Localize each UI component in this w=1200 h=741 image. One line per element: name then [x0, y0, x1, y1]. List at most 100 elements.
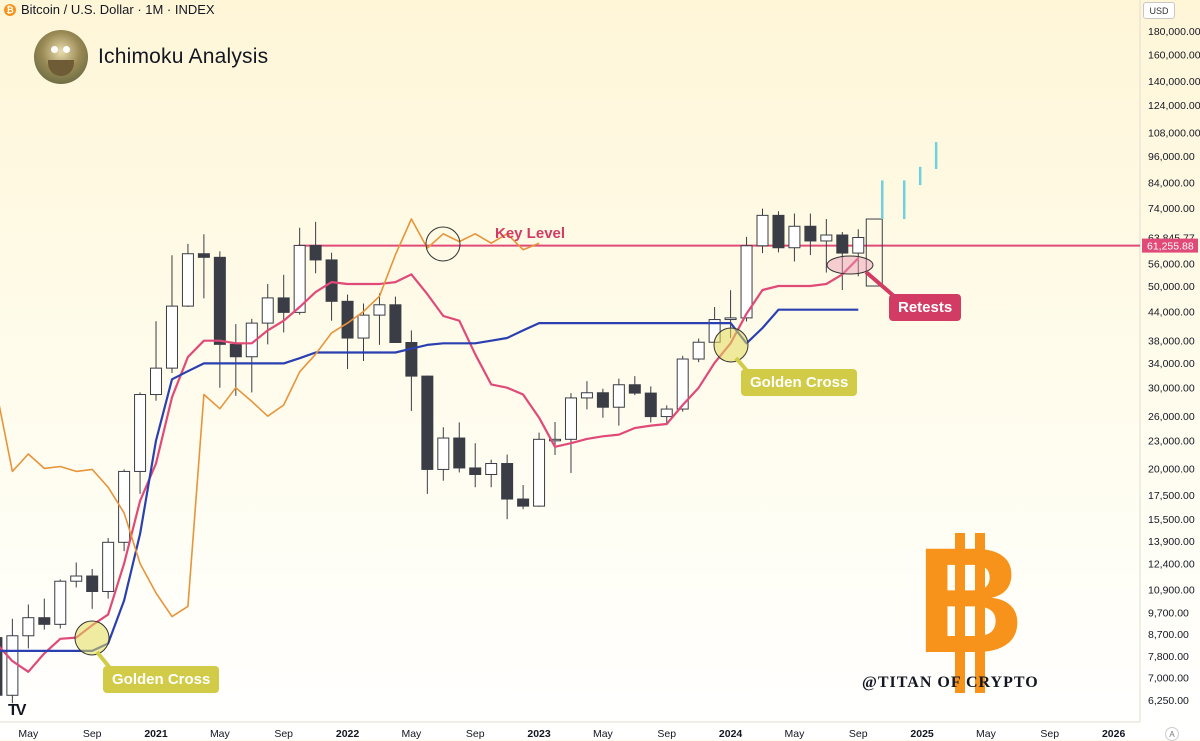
- x-tick-label: 2026: [1102, 728, 1126, 740]
- candle-body: [756, 214, 769, 247]
- candle-body: [549, 438, 562, 442]
- candle-body: [469, 467, 482, 475]
- tradingview-logo-icon: ⁠T⁠V: [8, 702, 27, 719]
- candle-body: [38, 617, 51, 625]
- retests-tag: Retests: [889, 294, 962, 321]
- y-tick-label: 17,500.00: [1148, 490, 1195, 502]
- analysis-title: Ichimoku Analysis: [98, 45, 269, 68]
- candle-body: [261, 297, 274, 324]
- x-tick-label: Sep: [1040, 728, 1059, 740]
- y-tick-label: 13,900.00: [1148, 536, 1195, 548]
- candle-body: [804, 225, 817, 242]
- candle-body: [181, 253, 194, 307]
- key-level-label: Key Level: [495, 225, 566, 242]
- y-tick-label: 10,900.00: [1148, 584, 1195, 596]
- projection-box: [865, 218, 883, 287]
- candle-body: [357, 314, 370, 339]
- candle-body: [309, 244, 322, 261]
- candle-body: [820, 234, 833, 242]
- currency-selector[interactable]: USD: [1143, 2, 1175, 19]
- candle-body: [740, 245, 753, 319]
- x-tick-label: Sep: [849, 728, 868, 740]
- axis-auto-button[interactable]: A: [1165, 727, 1179, 741]
- y-tick-label: 12,400.00: [1148, 559, 1195, 571]
- candle-body: [517, 498, 530, 507]
- x-tick-label: Sep: [83, 728, 102, 740]
- y-tick-label: 180,000.00: [1148, 26, 1200, 38]
- bitcoin-logo-icon: B: [905, 525, 1035, 693]
- x-tick-label: May: [976, 728, 997, 740]
- y-tick-label: 84,000.00: [1148, 178, 1195, 190]
- y-tick-label: 8,700.00: [1148, 629, 1189, 641]
- candle-body: [564, 397, 577, 440]
- y-tick-label: 20,000.00: [1148, 463, 1195, 475]
- candle-body: [437, 437, 450, 470]
- golden-cross-circle-right: [713, 327, 749, 363]
- y-tick-label: 23,000.00: [1148, 436, 1195, 448]
- x-tick-label: 2023: [527, 728, 551, 740]
- price-label-box: [1142, 238, 1198, 253]
- x-tick-label: 2021: [144, 728, 168, 740]
- y-tick-label: 7,000.00: [1148, 672, 1189, 684]
- candle-body: [86, 575, 99, 592]
- candle-body: [852, 236, 865, 254]
- watermark: @TITAN OF CRYPTO: [862, 674, 1039, 691]
- kijun-line: [0, 308, 859, 652]
- candle-body: [165, 305, 178, 369]
- candle-body: [421, 375, 434, 470]
- candle-body: [54, 580, 67, 625]
- y-tick-label: 6,250.00: [1148, 695, 1189, 707]
- candle-body: [724, 317, 737, 321]
- retests-pointer: [864, 270, 897, 299]
- candle-body: [0, 637, 3, 696]
- tenkan-line: [0, 257, 860, 673]
- y-tick-label: 74,000.00: [1148, 203, 1195, 215]
- y-tick-label: 9,700.00: [1148, 607, 1189, 619]
- candle-body: [612, 384, 625, 408]
- price-label: 61,255.88: [1147, 241, 1194, 253]
- candle-body: [118, 470, 131, 543]
- candle-body: [692, 341, 705, 360]
- key-level-circle: [425, 226, 461, 262]
- x-tick-label: 2022: [336, 728, 360, 740]
- y-tick-label: 34,000.00: [1148, 358, 1195, 370]
- golden-cross-circle-left: [74, 620, 110, 656]
- x-tick-label: 2025: [910, 728, 934, 740]
- candle-body: [533, 438, 546, 507]
- candle-body: [676, 358, 689, 410]
- candle-body: [150, 367, 163, 396]
- y-tick-label: 140,000.00: [1148, 76, 1200, 88]
- y-tick-label: 44,000.00: [1148, 306, 1195, 318]
- candle-body: [70, 575, 83, 582]
- candle-body: [788, 225, 801, 249]
- candle-body: [628, 384, 641, 394]
- y-tick-label: 15,500.00: [1148, 514, 1195, 526]
- x-tick-label: Sep: [657, 728, 676, 740]
- candle-body: [453, 437, 466, 469]
- candle-body: [134, 394, 147, 472]
- y-tick-label: 30,000.00: [1148, 383, 1195, 395]
- candle-body: [660, 408, 673, 418]
- candle-body: [772, 214, 785, 249]
- y-tick-label: 96,000.00: [1148, 151, 1195, 163]
- candle-body: [229, 343, 242, 358]
- x-tick-label: May: [401, 728, 422, 740]
- x-tick-label: Sep: [274, 728, 293, 740]
- candle-body: [485, 463, 498, 475]
- x-tick-label: May: [784, 728, 805, 740]
- analysis-header: Ichimoku Analysis: [34, 30, 268, 84]
- candle-body: [596, 392, 609, 408]
- y-tick-label: 7,800.00: [1148, 651, 1189, 663]
- candle-body: [197, 253, 210, 258]
- candle-body: [373, 304, 386, 316]
- candle-body: [325, 259, 338, 302]
- candle-body: [22, 617, 35, 637]
- y-tick-label: 38,000.00: [1148, 336, 1195, 348]
- x-tick-label: 2024: [719, 728, 743, 740]
- symbol-header[interactable]: ₿ Bitcoin / U.S. Dollar · 1M · INDEX: [4, 2, 215, 17]
- x-tick-label: May: [210, 728, 231, 740]
- candle-body: [6, 635, 19, 696]
- candle-body: [580, 392, 593, 399]
